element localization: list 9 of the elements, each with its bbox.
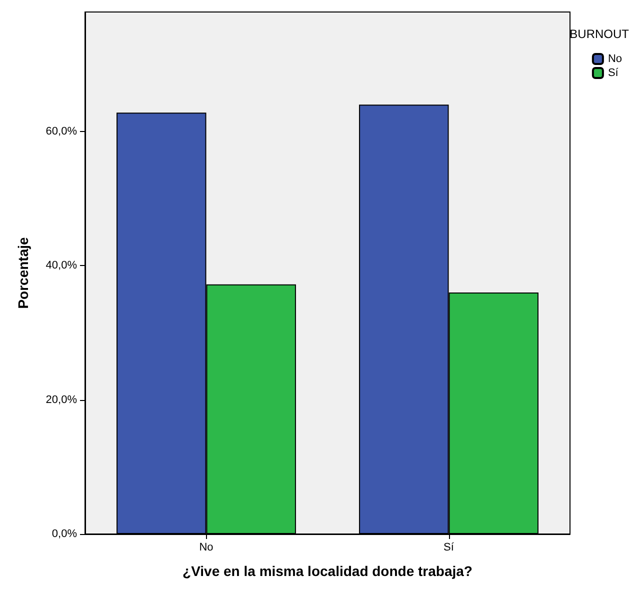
y-axis-title: Porcentaje	[15, 236, 31, 309]
legend-title: BURNOUT	[570, 27, 630, 41]
x-axis-title: ¿Vive en la misma localidad donde trabaja?	[182, 563, 472, 579]
legend-label: No	[608, 53, 622, 65]
y-tick-label: 20,0%	[46, 394, 78, 406]
y-tick-label: 60,0%	[46, 125, 78, 138]
y-tick-label: 40,0%	[46, 260, 78, 272]
legend-label: Sí	[608, 67, 620, 79]
y-tick-label: 0,0%	[52, 528, 78, 540]
